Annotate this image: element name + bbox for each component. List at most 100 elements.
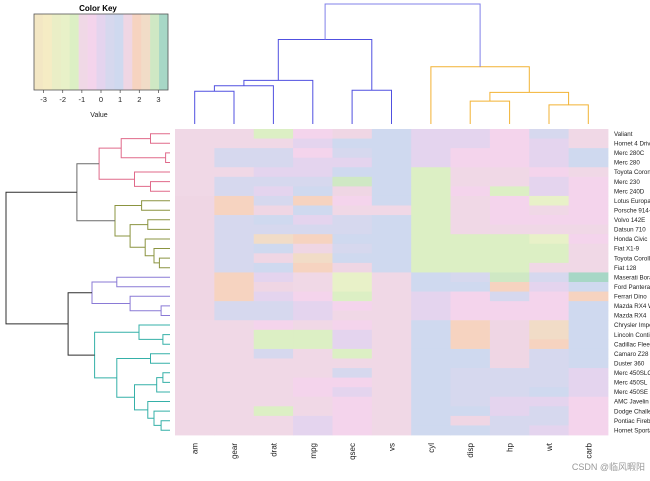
heatmap-cell [332, 129, 373, 139]
heatmap-cell [253, 167, 294, 178]
heatmap-cell [489, 339, 530, 350]
column-label: drat [269, 442, 278, 457]
heatmap-cell [293, 396, 333, 407]
column-dendrogram-branch [469, 100, 511, 124]
heatmap-cell [411, 310, 451, 321]
heatmap-cell [411, 320, 451, 331]
heatmap-cell [371, 377, 412, 388]
heatmap-cell [371, 415, 412, 426]
heatmap-cell [293, 157, 333, 168]
row-dendrogram-branch [160, 420, 170, 431]
heatmap-cell [529, 406, 570, 417]
heatmap-cell [293, 148, 333, 159]
row-label: Ford Pantera [614, 284, 650, 291]
color-key-swatch [60, 14, 71, 90]
row-label: Toyota Coron [614, 169, 650, 176]
row-dendrogram-branch [138, 324, 170, 340]
row-label: Merc 450SLC [614, 370, 650, 377]
heatmap-cell [450, 272, 491, 283]
heatmap-cell [411, 186, 451, 197]
heatmap-cell [568, 425, 609, 436]
heatmap-cell [293, 176, 333, 187]
column-label: vs [388, 443, 397, 451]
heatmap-cell [529, 329, 570, 340]
heatmap-cell [568, 348, 609, 359]
heatmap-cell [450, 291, 491, 302]
heatmap-cell [371, 138, 412, 149]
heatmap-cell [214, 253, 255, 264]
heatmap-cell [214, 234, 255, 245]
heatmap-cell [450, 348, 491, 359]
heatmap-cell [175, 215, 215, 226]
heatmap-cell [411, 205, 451, 216]
watermark: CSDN @临风暇阳 [572, 461, 645, 472]
heatmap-cell [371, 291, 412, 302]
heatmap-cell [175, 301, 215, 312]
heatmap-cell [253, 320, 294, 331]
row-label: AMC Javelin [614, 399, 649, 406]
color-key-swatch [150, 14, 160, 90]
heatmap-cell [450, 253, 491, 264]
heatmap-cell [450, 358, 491, 369]
row-label: Merc 450SE [614, 389, 648, 396]
row-label: Mazda RX4 [614, 313, 647, 320]
heatmap-cell [253, 138, 294, 149]
heatmap-cell [568, 224, 609, 235]
heatmap-cell [371, 195, 412, 206]
heatmap-cell [253, 176, 294, 187]
heatmap-cell [175, 234, 215, 245]
column-label: qsec [348, 443, 357, 460]
color-key-swatch [87, 14, 97, 90]
heatmap-cell [175, 291, 215, 302]
heatmap-cell [489, 157, 530, 168]
row-label: Pontiac Firebi [614, 418, 650, 425]
heatmap-cell [214, 310, 255, 321]
heatmap-cell [411, 291, 451, 302]
heatmap-cell [529, 157, 570, 168]
heatmap-cell [214, 243, 255, 254]
row-label: Fiat 128 [614, 265, 637, 272]
heatmap-cell [489, 320, 530, 331]
row-dendrogram-branch [150, 181, 170, 192]
heatmap-cell [214, 148, 255, 159]
heatmap-cell [450, 301, 491, 312]
heatmap-cell [293, 291, 333, 302]
row-label: Duster 360 [614, 360, 645, 367]
heatmap-cell [450, 215, 491, 226]
row-dendrogram-branch [150, 353, 170, 364]
heatmap-cell [293, 320, 333, 331]
heatmap-cell [489, 176, 530, 187]
heatmap-cell [175, 387, 215, 398]
heatmap-cell [371, 234, 412, 245]
heatmap-cell [568, 243, 609, 254]
column-label: mpg [309, 443, 318, 459]
heatmap-cell [253, 368, 294, 379]
heatmap-cell [371, 301, 412, 312]
heatmap-cell [489, 167, 530, 178]
heatmap-cell [529, 253, 570, 264]
heatmap-cell [489, 368, 530, 379]
heatmap-cell [293, 348, 333, 359]
heatmap-cell [411, 425, 451, 436]
heatmap-cell [371, 320, 412, 331]
heatmap-cell [214, 205, 255, 216]
heatmap-cell [489, 243, 530, 254]
heatmap-cell [489, 272, 530, 283]
heatmap-cell [450, 186, 491, 197]
heatmap-cell [371, 406, 412, 417]
heatmap-cell [529, 243, 570, 254]
heatmap-cell [175, 138, 215, 149]
heatmap-cell [529, 358, 570, 369]
heatmap-cell [568, 387, 609, 398]
heatmap-cell [411, 262, 451, 273]
heatmap-cell [214, 291, 255, 302]
row-dendrogram-branch [116, 276, 170, 288]
heatmap-cell [489, 310, 530, 321]
heatmap-cell [332, 138, 373, 149]
row-label: Hornet 4 Drive [614, 141, 650, 148]
row-label: Hornet Sporta [614, 427, 650, 434]
heatmap-cell [332, 272, 373, 283]
heatmap-cell [253, 253, 294, 264]
heatmap-cell [411, 157, 451, 168]
color-key-swatch [105, 14, 115, 90]
